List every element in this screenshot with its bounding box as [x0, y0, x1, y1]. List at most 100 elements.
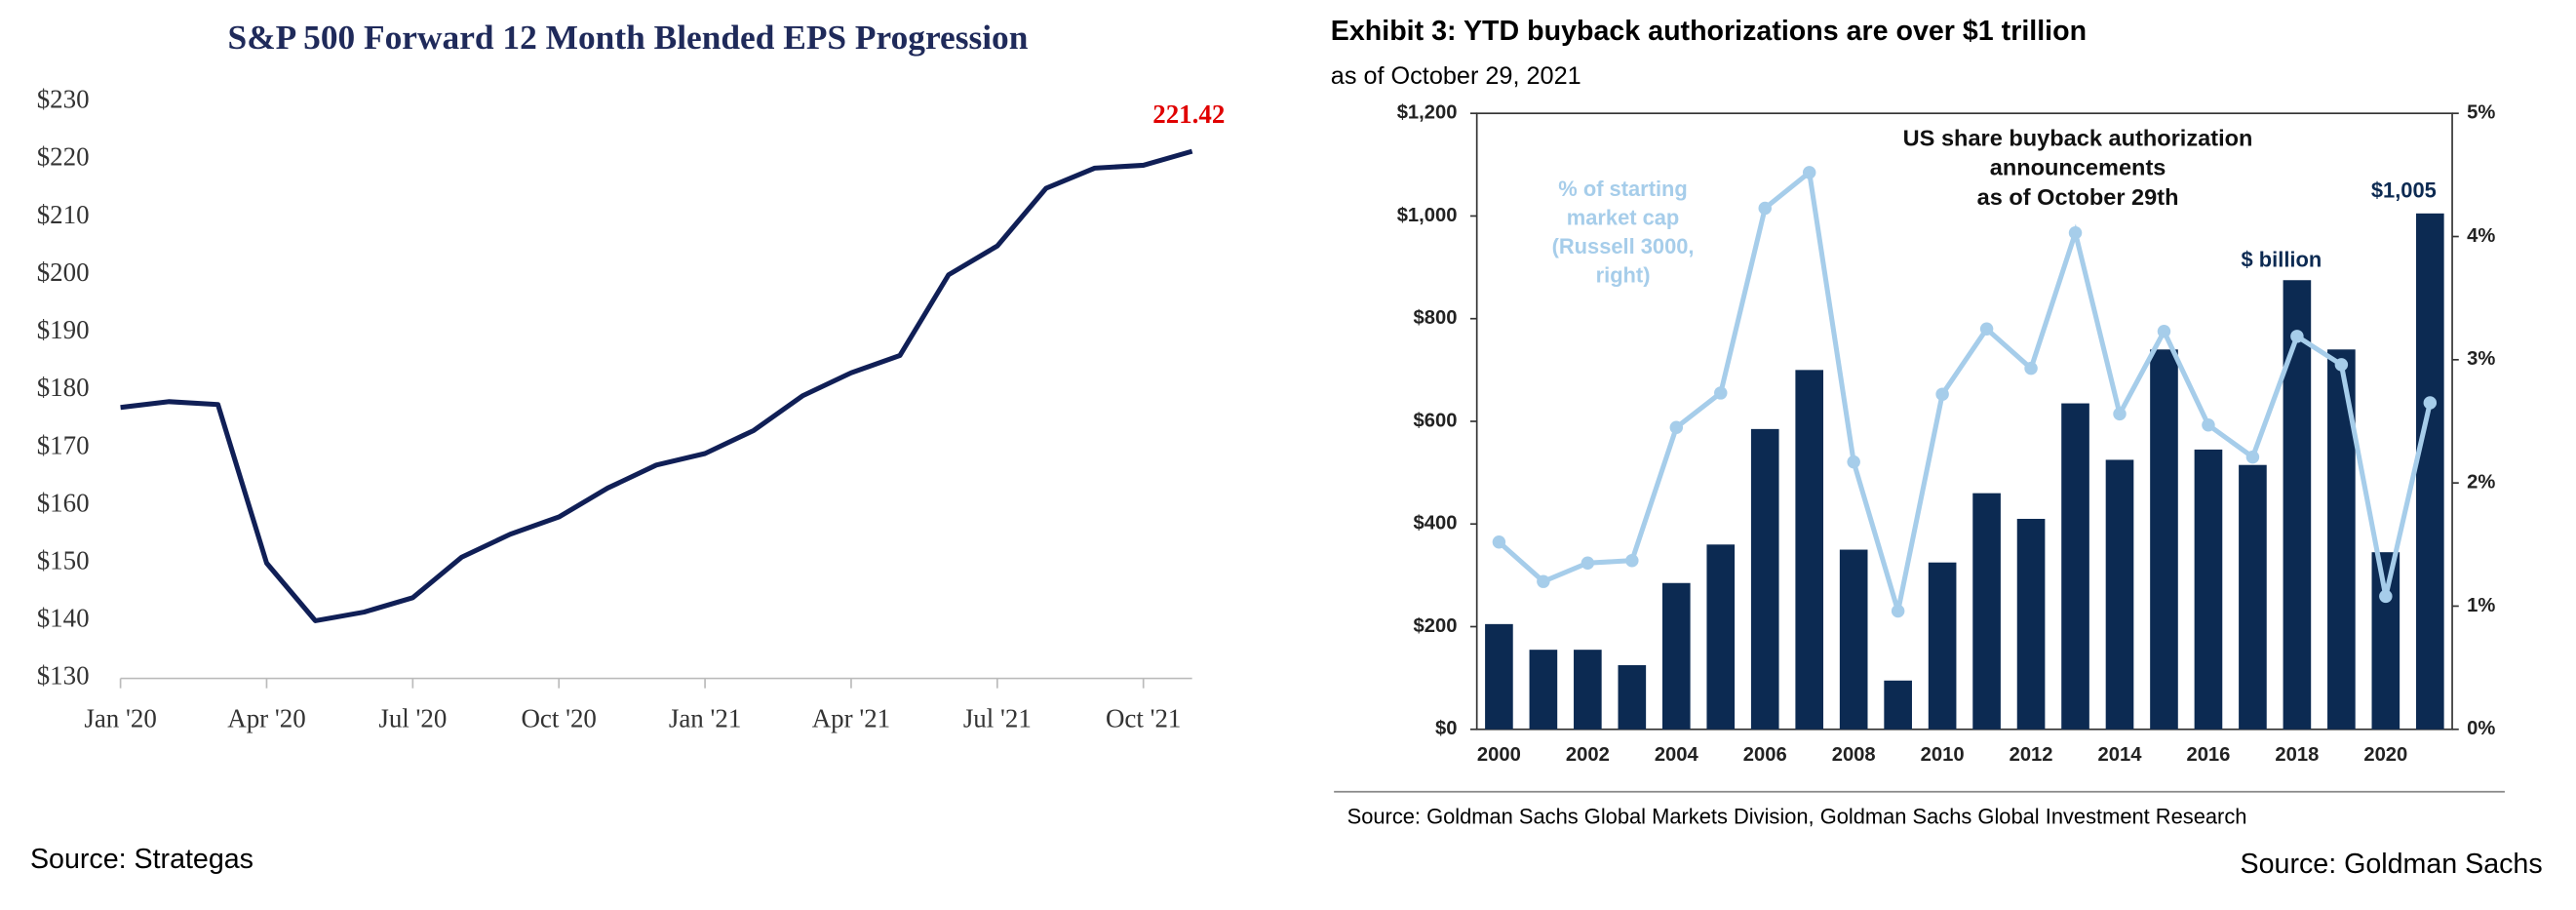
- line-marker: [1935, 387, 1949, 401]
- line-marker: [1758, 201, 1772, 216]
- annotation: as of October 29th: [1977, 184, 2179, 210]
- value-label: $1,005: [2371, 178, 2437, 203]
- bar: [1661, 582, 1691, 730]
- line-marker: [2334, 358, 2349, 372]
- annotation: % of starting: [1558, 177, 1687, 201]
- bar: [1706, 544, 1736, 730]
- x-tick-label: 2006: [1743, 744, 1787, 766]
- bar: [2415, 213, 2444, 730]
- line-marker: [1979, 322, 1994, 336]
- x-tick-label: Jul '20: [378, 704, 447, 733]
- x-tick-label: 2020: [2363, 744, 2407, 766]
- y-tick-label: $180: [37, 373, 90, 402]
- line-marker: [2379, 589, 2393, 604]
- y-tick-label: $170: [37, 430, 90, 459]
- x-tick-label: 2010: [1921, 744, 1965, 766]
- value-label: 221.42: [1152, 99, 1225, 129]
- x-tick-label: 2012: [2010, 744, 2053, 766]
- x-tick-label: 2002: [1566, 744, 1610, 766]
- line-marker: [1537, 574, 1550, 588]
- line-marker: [2024, 361, 2038, 376]
- bar: [2105, 459, 2134, 730]
- bar: [1485, 623, 1513, 730]
- x-tick-label: 2008: [1832, 744, 1876, 766]
- x-tick-label: Jan '21: [669, 704, 741, 733]
- y-tick-label: $200: [37, 257, 90, 287]
- x-tick-label: 2018: [2275, 744, 2319, 766]
- line-marker: [2202, 418, 2215, 432]
- bar: [2239, 464, 2267, 730]
- x-tick-label: Jan '20: [84, 704, 156, 733]
- chart-title: S&P 500 Forward 12 Month Blended EPS Pro…: [228, 18, 1029, 57]
- annotation: market cap: [1567, 206, 1680, 230]
- y-tick-label: $210: [37, 200, 90, 229]
- y-tick-label: $0: [1435, 718, 1457, 739]
- annotation: US share buyback authorization: [1903, 125, 2253, 150]
- line-marker: [1669, 420, 1684, 435]
- y-tick-label: $130: [37, 661, 90, 691]
- bar: [1839, 549, 1868, 730]
- annotation: $ billion: [2242, 248, 2322, 272]
- line-marker: [1581, 556, 1595, 570]
- line-marker: [2113, 407, 2127, 421]
- y2-tick-label: 1%: [2467, 595, 2495, 616]
- x-tick-label: Jul '21: [963, 704, 1032, 733]
- bar: [1884, 680, 1912, 730]
- bar: [2371, 552, 2400, 730]
- annotation: (Russell 3000,: [1552, 234, 1695, 258]
- y-tick-label: $400: [1414, 513, 1458, 534]
- line-marker: [2245, 450, 2260, 464]
- y-tick-label: $220: [37, 142, 90, 172]
- line-marker: [1492, 535, 1506, 549]
- bar: [1574, 650, 1602, 730]
- plot-frame: [1475, 112, 2453, 731]
- bar: [2061, 403, 2089, 730]
- y-tick-label: $190: [37, 315, 90, 344]
- y2-tick-label: 5%: [2467, 102, 2495, 124]
- annotation: announcements: [1990, 155, 2166, 180]
- line-marker: [1714, 386, 1728, 400]
- y-tick-label: $230: [37, 85, 90, 114]
- x-tick-label: 2014: [2098, 744, 2143, 766]
- y-tick-label: $1,200: [1397, 102, 1458, 124]
- bar: [1795, 370, 1824, 730]
- line-marker: [1847, 455, 1860, 469]
- y2-tick-label: 4%: [2467, 225, 2495, 247]
- y2-tick-label: 3%: [2467, 348, 2495, 370]
- bar: [1972, 493, 2001, 730]
- bar: [1618, 664, 1647, 730]
- source-note: Source: Goldman Sachs Global Markets Div…: [1347, 804, 2247, 828]
- line-series: [120, 148, 1193, 623]
- line-marker: [1802, 166, 1816, 179]
- x-tick-label: Apr '21: [812, 704, 890, 733]
- y-tick-label: $800: [1414, 307, 1458, 329]
- y-tick-label: $600: [1414, 410, 1458, 431]
- caption: Source: Strategas: [30, 844, 254, 875]
- line-series: [1497, 168, 2433, 613]
- line-marker: [2068, 225, 2083, 240]
- line-marker: [1625, 553, 1639, 568]
- chart-title: Exhibit 3: YTD buyback authorizations ar…: [1331, 16, 2087, 47]
- bar: [1529, 650, 1558, 730]
- x-tick-label: Oct '21: [1106, 704, 1181, 733]
- line-marker: [2290, 330, 2304, 343]
- chart-subtitle: as of October 29, 2021: [1331, 62, 1581, 90]
- bar: [2194, 449, 2223, 730]
- bar: [1750, 428, 1779, 730]
- caption: Source: Goldman Sachs: [2241, 849, 2543, 880]
- line-marker: [1891, 604, 1905, 618]
- y-tick-label: $140: [37, 604, 90, 633]
- annotation: right): [1596, 263, 1651, 288]
- y2-tick-label: 0%: [2467, 718, 2495, 739]
- y2-tick-label: 2%: [2467, 471, 2495, 493]
- line-marker: [2423, 396, 2438, 410]
- bar: [2150, 349, 2178, 730]
- x-tick-label: 2016: [2186, 744, 2230, 766]
- y-tick-label: $1,000: [1397, 205, 1458, 226]
- y-tick-label: $150: [37, 546, 90, 575]
- line-marker: [2157, 325, 2171, 338]
- y-tick-label: $160: [37, 488, 90, 517]
- x-tick-label: 2000: [1477, 744, 1521, 766]
